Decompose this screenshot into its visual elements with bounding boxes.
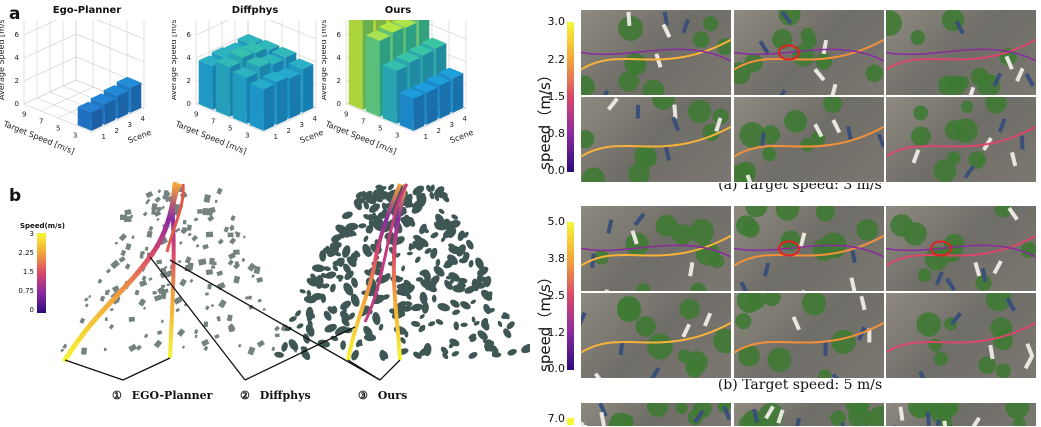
- scene-tick-label: 4: [313, 115, 318, 123]
- z-axis-label: Average Speed [m/s]: [172, 20, 178, 100]
- bar3d-bar: [400, 88, 425, 131]
- scene-tick-label: 1: [424, 133, 428, 141]
- scene-tick-label: 4: [141, 115, 146, 123]
- z-tick-label: 2: [337, 77, 341, 85]
- legend-item-diffphys: ② Diffphys: [240, 389, 311, 402]
- experiment-photo: [733, 292, 885, 379]
- colorbar-tick: 3.8: [537, 252, 565, 265]
- z-axis-label: Average Speed [m/s]: [322, 20, 328, 100]
- bar3d-bar: [250, 79, 275, 131]
- target-speed-tick-label: 7: [211, 118, 215, 126]
- experiment-photo: [885, 402, 1037, 427]
- chart-title-ours: Ours: [338, 5, 458, 16]
- target-speed-tick-label: 5: [56, 125, 60, 133]
- bar3d-chart-ego-planner: 0246812349753Average Speed [m/s]Target S…: [0, 20, 175, 185]
- experiment-photo: [885, 205, 1037, 292]
- colorbar-tick: 2.2: [537, 53, 565, 66]
- scene-tick-label: 2: [287, 127, 291, 135]
- colorbar-tick: 1.5: [6, 268, 34, 276]
- scene-tick-label: 3: [128, 121, 132, 129]
- colorbar-tick: 0.75: [6, 287, 34, 295]
- scene-tick-label: 2: [437, 127, 441, 135]
- experiment-photo: [580, 402, 732, 427]
- speed-colorbar-b: [567, 222, 574, 370]
- experiment-photo: [733, 205, 885, 292]
- experiment-photo: [885, 292, 1037, 379]
- legend-number: ①: [112, 389, 122, 402]
- z-tick-label: 4: [187, 54, 192, 62]
- colorbar-tick: 0.8: [537, 127, 565, 140]
- experiment-photo: [733, 96, 885, 183]
- colorbar-tick: 2.5: [537, 289, 565, 302]
- target-speed-tick-label: 9: [344, 111, 348, 119]
- experiment-photo: [580, 96, 732, 183]
- experiment-photo: [885, 9, 1037, 96]
- scene-axis-label: Scene: [127, 128, 153, 146]
- z-tick-label: 0: [337, 100, 341, 108]
- chart-title-diffphys: Diffphys: [195, 5, 315, 16]
- colorbar-tick: 2.25: [6, 249, 34, 257]
- target-speed-tick-label: 7: [361, 118, 365, 126]
- scene-axis-label: Scene: [449, 128, 475, 146]
- z-tick-label: 2: [15, 77, 19, 85]
- bar3d-bar: [78, 102, 103, 131]
- experiment-photo: [580, 205, 732, 292]
- scene-tick-label: 1: [274, 133, 278, 141]
- target-speed-tick-label: 3: [73, 132, 77, 140]
- scene-tick-label: 1: [102, 133, 106, 141]
- experiment-photo: [733, 9, 885, 96]
- z-tick-label: 4: [337, 54, 342, 62]
- z-tick-label: 0: [15, 100, 19, 108]
- target-speed-tick-label: 9: [22, 111, 26, 119]
- legend-number: ②: [240, 389, 250, 402]
- colorbar-tick: 0.0: [537, 362, 565, 375]
- colorbar-tick: 7.0: [537, 412, 565, 425]
- target-speed-tick-label: 5: [228, 125, 232, 133]
- colorbar-tick: 0: [6, 306, 34, 314]
- target-speed-tick-label: 7: [39, 118, 43, 126]
- colorbar-tick: 1.5: [537, 90, 565, 103]
- colorbar-tick: 0.0: [537, 164, 565, 177]
- trajectory-scene-render: [55, 182, 530, 382]
- colorbar-tick: 3.0: [537, 15, 565, 28]
- chart-title-ego-planner: Ego-Planner: [27, 5, 147, 16]
- z-tick-label: 2: [187, 77, 191, 85]
- bar3d-chart-ours: 0246812349753Average Speed [m/s]Target S…: [322, 20, 497, 185]
- target-speed-tick-label: 3: [395, 132, 399, 140]
- z-tick-label: 0: [187, 100, 191, 108]
- panel-b-letter: b: [9, 186, 21, 206]
- z-tick-label: 6: [187, 31, 192, 39]
- experiment-photo: [580, 292, 732, 379]
- target-speed-tick-label: 9: [194, 111, 198, 119]
- z-tick-label: 6: [15, 31, 20, 39]
- speed-colorbar: [37, 233, 46, 313]
- z-tick-label: 4: [15, 54, 20, 62]
- z-tick-label: 6: [337, 31, 342, 39]
- colorbar-tick: 3: [6, 230, 34, 238]
- legend-label: Ours: [378, 389, 408, 402]
- scene-tick-label: 3: [450, 121, 454, 129]
- scene-tick-label: 3: [300, 121, 304, 129]
- speed-axis-label-b: speed（m/s）: [534, 269, 555, 372]
- target-speed-tick-label: 3: [245, 132, 249, 140]
- legend-label: EGO-Planner: [132, 389, 213, 402]
- legend-item-ego-planner: ① EGO-Planner: [112, 389, 212, 402]
- legend-label: Diffphys: [260, 389, 311, 402]
- scene-axis-label: Scene: [299, 128, 325, 146]
- legend-number: ③: [358, 389, 368, 402]
- z-axis-label: Average Speed [m/s]: [0, 20, 6, 100]
- speed-colorbar-c: [567, 418, 574, 425]
- experiment-photo: [885, 96, 1037, 183]
- colorbar-tick: 5.0: [537, 215, 565, 228]
- colorbar-tick: 1.2: [537, 326, 565, 339]
- speed-colorbar-a: [567, 22, 574, 172]
- scene-tick-label: 2: [115, 127, 119, 135]
- experiment-photo: [580, 9, 732, 96]
- caption-b: (b) Target speed: 5 m/s: [670, 377, 930, 393]
- experiment-photo: [733, 402, 885, 427]
- bar3d-chart-diffphys: 0246812349753Average Speed [m/s]Target S…: [172, 20, 347, 185]
- legend-item-ours: ③ Ours: [358, 389, 407, 402]
- scene-tick-label: 4: [463, 115, 468, 123]
- target-speed-tick-label: 5: [378, 125, 382, 133]
